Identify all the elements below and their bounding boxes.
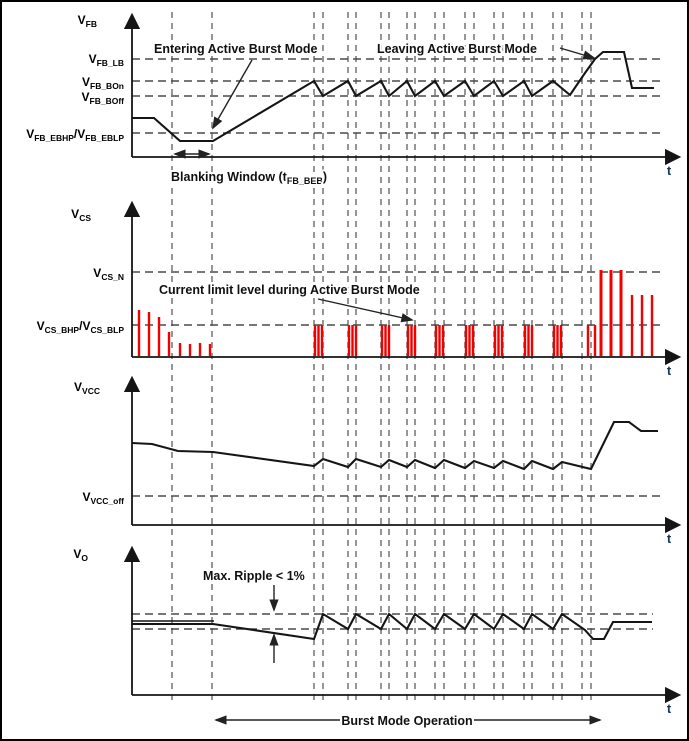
text-layer: VFB VCS VVCC VO VFB_LB VFB_BOn VFB_BOff … — [26, 13, 672, 730]
annotation-arrow-layer — [173, 47, 602, 725]
vfb-lb-label: VFB_LB — [89, 52, 124, 68]
vvcc-t-label: t — [667, 531, 672, 546]
gridline-layer — [171, 12, 592, 705]
vfb-waveform — [132, 50, 654, 143]
axes-layer — [123, 12, 682, 704]
threshold-level-layer — [132, 58, 660, 630]
burst-mode-operation-annotation: Burst Mode Operation — [341, 714, 472, 728]
vfb-axis-label: VFB — [78, 13, 97, 29]
vfb-boff-label: VFB_BOff — [82, 90, 125, 106]
vfb-bon-label: VFB_BOn — [82, 75, 124, 91]
current-limit-annotation: Current limit level during Active Burst … — [159, 283, 420, 297]
vcs-axis-label: VCS — [71, 207, 91, 223]
vcs-n-label: VCS_N — [93, 266, 124, 282]
leaving-arrow — [559, 47, 596, 60]
vo-axis-label: VO — [73, 547, 88, 563]
vvcc-axis-label: VVCC — [74, 380, 100, 396]
waveform-layer — [131, 50, 658, 641]
vo-t-label: t — [667, 701, 672, 716]
leaving-burst-annotation: Leaving Active Burst Mode — [377, 42, 537, 56]
entering-arrow — [212, 59, 253, 130]
vvcc-waveform — [131, 420, 658, 471]
vo-waveform — [132, 612, 652, 641]
vcs-t-label: t — [667, 363, 672, 378]
vfb-ebhp-eblp-label: VFB_EBHP/VFB_EBLP — [26, 127, 124, 143]
blanking-window-annotation: Blanking Window (tFB_BEB) — [171, 170, 327, 186]
vvcc-off-label: VVCC_off — [82, 490, 124, 506]
vcs-bhp-blp-label: VCS_BHP/VCS_BLP — [37, 319, 125, 335]
entering-burst-annotation: Entering Active Burst Mode — [154, 42, 317, 56]
max-ripple-annotation: Max. Ripple < 1% — [203, 569, 305, 583]
vfb-t-label: t — [667, 163, 672, 178]
current-limit-arrow — [317, 298, 414, 323]
